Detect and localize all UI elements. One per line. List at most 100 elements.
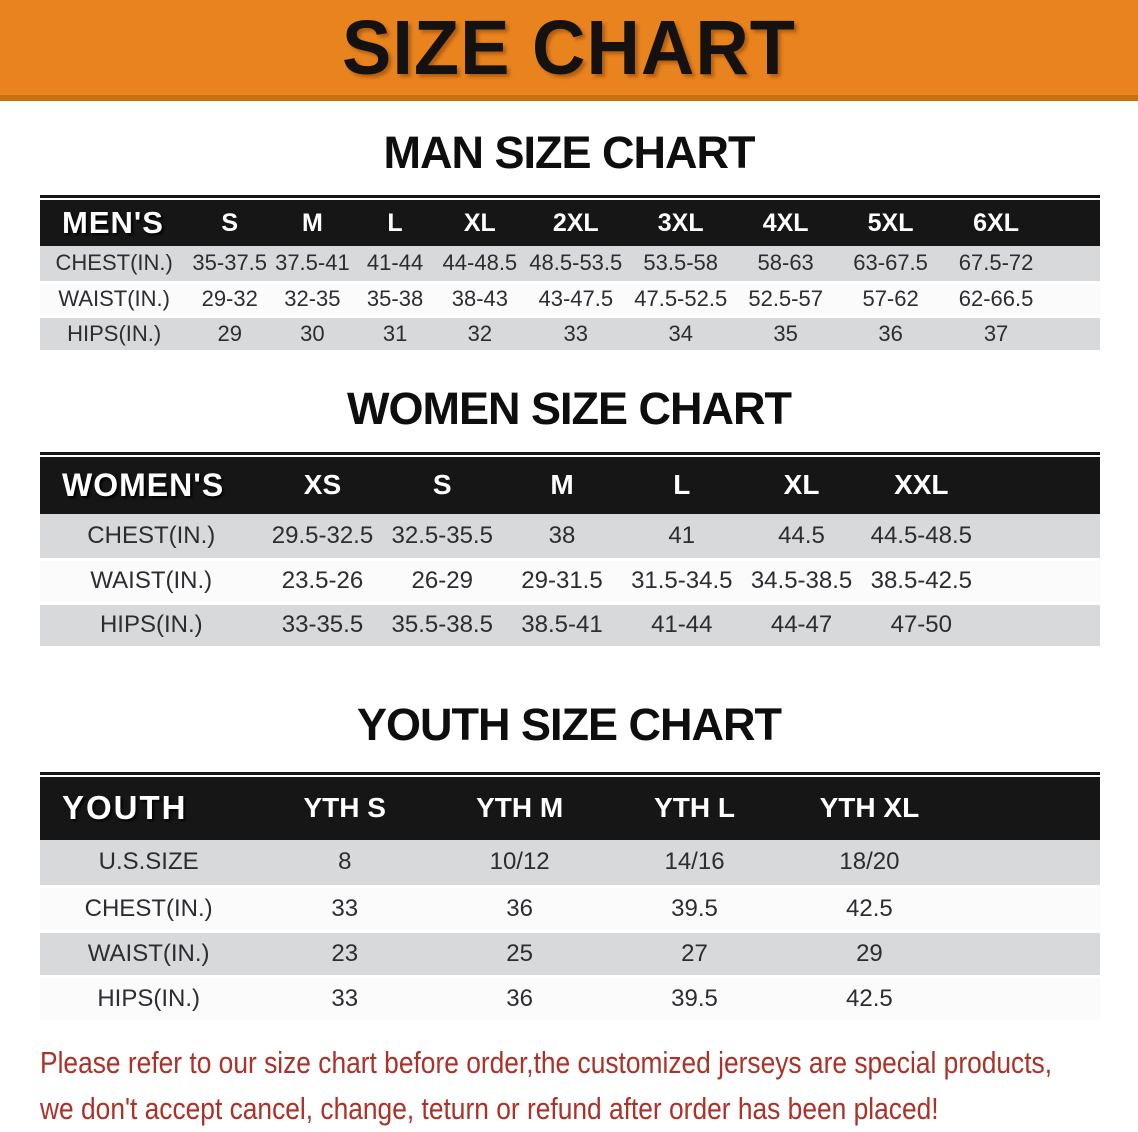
measurement-row-label: WAIST(IN.) bbox=[87, 939, 210, 967]
size-value: 10/12 bbox=[489, 848, 550, 875]
size-value: 33 bbox=[563, 320, 589, 346]
size-value: 34 bbox=[668, 320, 693, 346]
table-top-rule bbox=[40, 195, 1100, 198]
disclaimer: Please refer to our size chart before or… bbox=[40, 1040, 1138, 1132]
size-value: 23.5-26 bbox=[281, 567, 364, 594]
size-value: 29.5-32.5 bbox=[271, 521, 374, 549]
size-column-header: YTH XL bbox=[819, 792, 920, 823]
size-value: 67.5-72 bbox=[958, 250, 1034, 276]
size-value: 42.5 bbox=[846, 894, 893, 922]
table-group-label: MEN'S bbox=[62, 205, 164, 240]
page-title: SIZE CHART bbox=[342, 4, 796, 91]
measurement-row-label: HIPS(IN.) bbox=[67, 320, 162, 346]
size-value: 29 bbox=[856, 939, 883, 967]
size-column-header: 2XL bbox=[552, 208, 599, 237]
size-column-header: YTH S bbox=[303, 792, 386, 823]
size-value: 33 bbox=[331, 894, 359, 922]
size-value: 30 bbox=[300, 320, 325, 346]
measurement-row-label: WAIST(IN.) bbox=[90, 567, 213, 594]
size-value: 57-62 bbox=[862, 286, 919, 312]
size-column-header: YTH L bbox=[654, 792, 735, 823]
measurement-row: WAIST(IN.) 29-32 32-35 35-38 38-43 43-47.5 47.… bbox=[40, 280, 1100, 315]
size-value: 41 bbox=[668, 521, 696, 549]
women-section: WOMEN SIZE CHART WOMEN'S XS S M L XL XXL CHEST(… bbox=[0, 386, 1138, 646]
size-value: 58-63 bbox=[757, 250, 814, 276]
table-top-rule bbox=[40, 771, 1100, 775]
men-section-heading: MAN SIZE CHART bbox=[383, 127, 756, 178]
size-value: 35-38 bbox=[366, 286, 424, 312]
youth-size-table: YOUTH YTH S YTH M YTH L YTH XL U.S.SIZE 8 10/12… bbox=[40, 771, 1100, 1020]
size-column-header: 6XL bbox=[973, 208, 1019, 237]
size-column-header: L bbox=[387, 208, 403, 237]
size-value: 36 bbox=[506, 894, 533, 922]
measurement-row: CHEST(IN.) 29.5-32.5 32.5-35.5 38 41 44.5 44.5… bbox=[40, 513, 1100, 558]
size-value: 36 bbox=[878, 320, 903, 346]
measurement-row-label: CHEST(IN.) bbox=[55, 250, 173, 276]
disclaimer-line-1: Please refer to our size chart before or… bbox=[40, 1044, 1053, 1080]
size-value: 62-66.5 bbox=[958, 286, 1034, 312]
size-value: 38.5-41 bbox=[521, 611, 603, 638]
size-value: 37.5-41 bbox=[275, 250, 350, 276]
size-value: 44.5-48.5 bbox=[870, 521, 973, 549]
measurement-row: CHEST(IN.) 33 36 39.5 42.5 bbox=[40, 884, 1100, 930]
size-value: 14/16 bbox=[664, 848, 725, 875]
size-value: 39.5 bbox=[671, 984, 718, 1012]
size-value: 29-32 bbox=[201, 286, 258, 312]
measurement-row: U.S.SIZE 8 10/12 14/16 18/20 bbox=[40, 839, 1100, 885]
size-value: 48.5-53.5 bbox=[529, 250, 623, 276]
table-group-label: YOUTH bbox=[62, 789, 188, 826]
size-column-header: XXL bbox=[894, 469, 949, 500]
youth-section-heading: YOUTH SIZE CHART bbox=[356, 698, 782, 750]
size-value: 34.5-38.5 bbox=[750, 567, 853, 594]
measurement-row: WAIST(IN.) 23 25 27 29 bbox=[40, 929, 1100, 975]
size-value: 53.5-58 bbox=[643, 250, 719, 276]
size-value: 44-47 bbox=[770, 611, 833, 638]
size-value: 37 bbox=[983, 320, 1009, 346]
size-column-header: YTH M bbox=[476, 792, 564, 823]
table-top-rule bbox=[40, 451, 1100, 455]
size-value: 36 bbox=[506, 984, 533, 1012]
table-header-row: WOMEN'S XS S M L XL XXL bbox=[40, 456, 1100, 514]
size-value: 44-48.5 bbox=[442, 250, 518, 276]
size-column-header: XS bbox=[303, 469, 342, 500]
size-value: 52.5-57 bbox=[748, 286, 823, 312]
size-column-header: XL bbox=[783, 469, 820, 500]
measurement-row-label: CHEST(IN.) bbox=[87, 521, 216, 549]
size-value: 32 bbox=[467, 320, 493, 346]
size-value: 42.5 bbox=[846, 984, 893, 1012]
table-group-label: WOMEN'S bbox=[62, 466, 225, 503]
size-column-header: XL bbox=[463, 208, 496, 237]
size-column-header: 5XL bbox=[867, 208, 914, 237]
size-value: 41-44 bbox=[651, 611, 713, 638]
size-value: 38-43 bbox=[451, 286, 508, 312]
size-value: 33-35.5 bbox=[281, 611, 364, 638]
size-value: 29-31.5 bbox=[521, 567, 603, 594]
size-value: 38.5-42.5 bbox=[870, 567, 973, 594]
size-value: 44.5 bbox=[778, 521, 825, 549]
size-value: 41-44 bbox=[366, 250, 424, 276]
size-value: 39.5 bbox=[671, 894, 718, 922]
measurement-row: HIPS(IN.) 33-35.5 35.5-38.5 38.5-41 41-44 44-… bbox=[40, 601, 1100, 646]
size-value: 26-29 bbox=[411, 567, 473, 594]
size-value: 31 bbox=[382, 320, 408, 346]
table-header-row: YOUTH YTH S YTH M YTH L YTH XL bbox=[40, 776, 1100, 840]
size-value: 27 bbox=[681, 939, 708, 967]
measurement-row-label: U.S.SIZE bbox=[98, 848, 199, 875]
measurement-row-label: HIPS(IN.) bbox=[99, 611, 203, 638]
measurement-row-label: HIPS(IN.) bbox=[97, 984, 200, 1012]
size-value: 33 bbox=[331, 984, 359, 1012]
size-value: 35-37.5 bbox=[192, 250, 268, 276]
women-section-heading: WOMEN SIZE CHART bbox=[347, 382, 792, 434]
disclaimer-line-2-wrap: we don't accept cancel, change, teturn o… bbox=[40, 1086, 1138, 1132]
measurement-row: HIPS(IN.) 33 36 39.5 42.5 bbox=[40, 974, 1100, 1020]
men-size-table: MEN'S S M L XL 2XL 3XL 4XL 5XL 6XL CHEST(IN.) 35-37… bbox=[40, 195, 1100, 350]
table-header-row: MEN'S S M L XL 2XL 3XL 4XL 5XL 6XL bbox=[40, 200, 1100, 246]
banner: SIZE CHART bbox=[0, 0, 1138, 101]
size-value: 29 bbox=[217, 320, 242, 346]
measurement-row: WAIST(IN.) 23.5-26 26-29 29-31.5 31.5-34.5 34… bbox=[40, 557, 1100, 602]
size-value: 31.5-34.5 bbox=[631, 567, 733, 594]
size-column-header: 3XL bbox=[657, 208, 704, 237]
women-size-table: WOMEN'S XS S M L XL XXL CHEST(IN.) 29.5-32.5 32.5… bbox=[40, 451, 1100, 646]
size-value: 38 bbox=[548, 521, 576, 549]
